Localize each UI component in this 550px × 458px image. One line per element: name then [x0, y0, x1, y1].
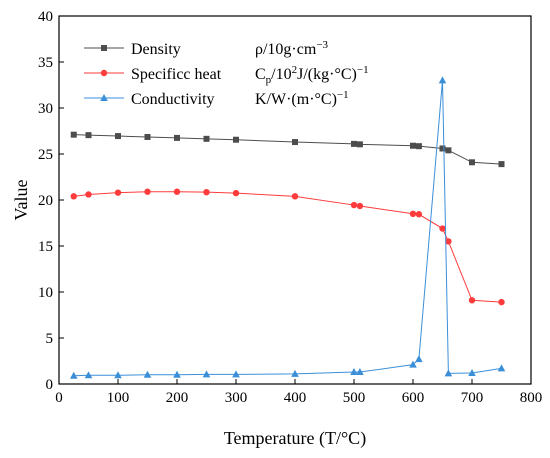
data-point-density-13	[445, 147, 452, 154]
series-line-conductivity	[73, 80, 502, 377]
data-point-density-3	[144, 133, 151, 140]
legend-label-conductivity: Conductivity	[131, 91, 215, 108]
legend-label-specificc-heat: Specificc heat	[131, 66, 222, 83]
legend-label-density: Density	[131, 41, 181, 58]
legend-unit-conductivity: K/W·(m·°C)−1	[255, 89, 349, 108]
data-point-conductivity-9	[356, 368, 364, 376]
series-line-specificc-heat	[73, 191, 502, 303]
ticks-layer: 0 100 200 300 400 500 600 700 800 0 5 10 15 20 25 30 35 4…	[38, 9, 542, 406]
x-tick-label-4: 400	[284, 390, 307, 406]
data-point-conductivity-3	[143, 370, 152, 378]
data-point-density-15	[498, 161, 505, 168]
data-point-conductivity-15	[497, 364, 506, 372]
x-tick-label-3: 300	[225, 390, 248, 406]
y-tick-label-6: 30	[38, 101, 53, 117]
legend-item-specificc-heat: Specificc heat Cp/102J/(kg·°C)−1	[84, 64, 369, 86]
series-layer	[69, 76, 506, 379]
x-tick-label-7: 700	[461, 390, 484, 406]
data-point-specificc-heat-14	[468, 297, 476, 304]
data-point-density-7	[292, 139, 298, 146]
data-point-specificc-heat-10	[409, 210, 417, 217]
data-point-density-0	[70, 131, 77, 138]
data-point-conductivity-11	[415, 355, 423, 363]
data-point-specificc-heat-11	[415, 211, 423, 218]
y-tick-label-0: 0	[46, 377, 54, 393]
data-point-density-11	[415, 143, 422, 150]
data-point-conductivity-14	[468, 368, 476, 376]
data-point-conductivity-4	[173, 370, 181, 378]
data-point-specificc-heat-13	[445, 238, 452, 245]
data-point-conductivity-1	[84, 371, 93, 379]
data-point-conductivity-6	[232, 370, 240, 378]
series-specificc-heat	[70, 188, 505, 306]
data-point-specificc-heat-2	[114, 189, 122, 196]
y-tick-label-5: 25	[38, 147, 53, 163]
y-tick-label-2: 10	[38, 285, 53, 301]
data-point-density-6	[233, 136, 239, 143]
data-point-density-4	[174, 134, 180, 141]
data-point-specificc-heat-8	[350, 201, 358, 209]
y-tick-label-3: 15	[38, 239, 53, 255]
data-point-density-1	[85, 132, 92, 139]
data-point-conductivity-2	[114, 371, 122, 379]
data-point-specificc-heat-7	[291, 193, 299, 200]
x-tick-label-2: 200	[166, 390, 189, 406]
data-point-density-9	[356, 141, 363, 148]
data-point-specificc-heat-3	[144, 188, 151, 195]
data-point-density-2	[115, 133, 121, 140]
legend-unit-specificc-heat: Cp/102J/(kg·°C)−1	[255, 64, 369, 86]
data-point-density-12	[439, 145, 446, 152]
data-point-conductivity-7	[291, 369, 299, 377]
data-point-specificc-heat-6	[232, 189, 240, 197]
data-point-conductivity-10	[409, 360, 417, 368]
x-tick-label-0: 0	[55, 390, 63, 406]
series-conductivity	[69, 76, 506, 379]
legend-marker-conductivity	[100, 94, 108, 101]
data-point-specificc-heat-5	[203, 188, 210, 196]
data-point-density-14	[469, 159, 475, 166]
legend-item-conductivity: Conductivity K/W·(m·°C)−1	[84, 89, 349, 108]
x-tick-label-1: 100	[107, 390, 130, 406]
legend-unit-density: ρ/10g·cm−3	[255, 39, 329, 58]
data-point-conductivity-5	[202, 370, 211, 378]
y-tick-label-8: 40	[38, 9, 53, 25]
data-point-specificc-heat-12	[439, 225, 446, 232]
data-point-specificc-heat-9	[356, 202, 364, 210]
legend-item-density: Density ρ/10g·cm−3	[84, 39, 329, 58]
data-point-specificc-heat-4	[173, 188, 181, 195]
y-tick-label-1: 5	[46, 331, 54, 347]
data-point-specificc-heat-15	[498, 298, 505, 306]
legend: Density ρ/10g·cm−3 Specificc heat Cp/102J/(…	[84, 39, 369, 108]
y-axis-title: Value	[11, 179, 31, 220]
data-point-conductivity-13	[444, 369, 453, 377]
data-point-density-10	[410, 142, 416, 149]
x-tick-label-6: 600	[402, 390, 425, 406]
x-tick-label-5: 500	[343, 390, 366, 406]
legend-marker-density	[101, 45, 107, 51]
legend-marker-specificc-heat	[100, 69, 108, 77]
data-point-specificc-heat-1	[85, 191, 92, 198]
y-tick-label-7: 35	[38, 55, 53, 71]
data-point-density-8	[351, 140, 357, 147]
data-point-density-5	[203, 135, 210, 142]
data-point-specificc-heat-0	[70, 193, 77, 200]
data-point-conductivity-8	[350, 368, 358, 376]
data-point-conductivity-12	[438, 76, 447, 84]
series-density	[70, 131, 505, 168]
y-tick-label-4: 20	[38, 193, 53, 209]
data-point-conductivity-0	[69, 371, 78, 379]
x-tick-label-8: 800	[520, 390, 543, 406]
x-axis-title: Temperature (T/°C)	[224, 428, 366, 449]
